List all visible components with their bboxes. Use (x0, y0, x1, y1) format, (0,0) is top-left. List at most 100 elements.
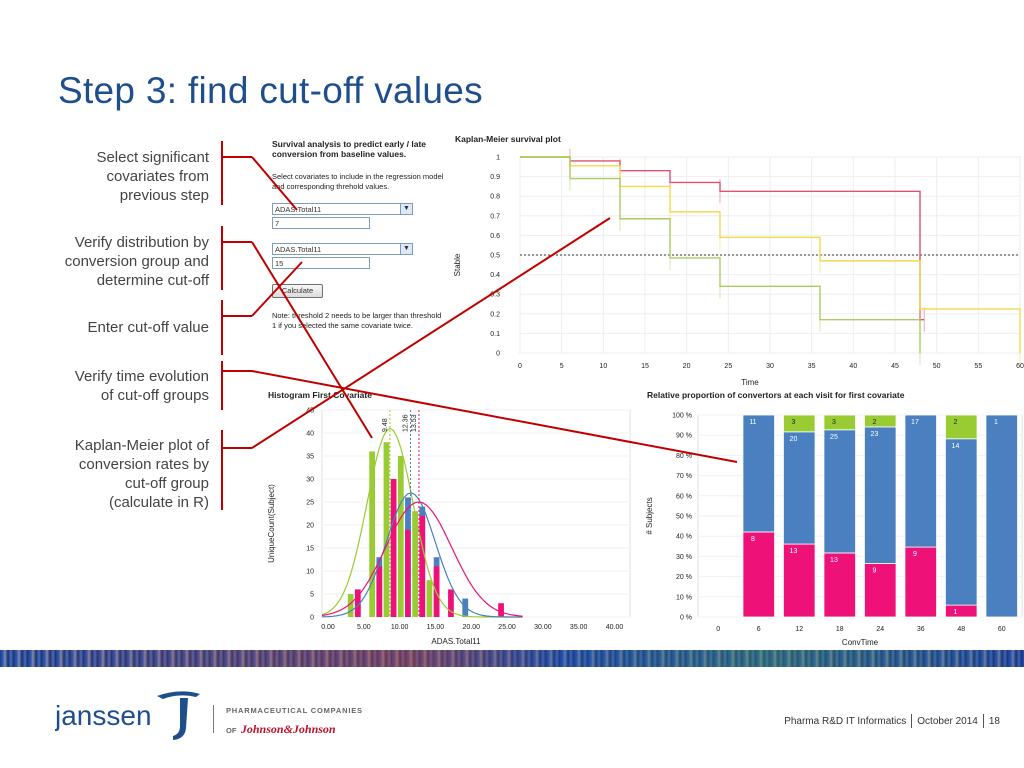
km-y-tick-label: 0.6 (490, 233, 500, 240)
covariate-1-select[interactable]: ADAS.Total11 ▼ (272, 203, 413, 215)
prop-x-axis-label: ConvTime (842, 638, 879, 647)
hist-bar (419, 515, 426, 617)
company-line-2: OF Johnson&Johnson (226, 720, 336, 738)
proportion-chart-title: Relative proportion of convertors at eac… (647, 390, 905, 400)
hist-x-tick-label: 30.00 (534, 624, 552, 631)
covariate-1-value: ADAS.Total11 (275, 205, 322, 214)
chevron-down-icon[interactable]: ▼ (400, 244, 412, 254)
prop-bar-segment (742, 531, 775, 618)
km-y-tick-label: 0.8 (490, 194, 500, 201)
hist-bar (383, 442, 390, 617)
prop-bar-segment (985, 414, 1018, 618)
hist-bar (448, 589, 454, 617)
covariate-2-select[interactable]: ADAS.Total11 ▼ (272, 243, 413, 255)
km-series-0 (520, 156, 925, 321)
prop-bar-label: 13 (790, 548, 798, 555)
hist-y-tick-label: 10 (306, 569, 314, 576)
hist-bar (405, 529, 411, 617)
histogram-chart: 0 5 10 15 20 25 30 35 40 45 0.00 5.00 10.00 15.00 20.0… (267, 408, 631, 646)
km-x-tick-label: 50 (933, 363, 941, 370)
footer-date: October 2014 (917, 715, 978, 727)
prop-bar-segment (864, 563, 897, 618)
callout-enter-cutoff: Enter cut-off value (87, 319, 209, 336)
hist-x-tick-label: 0.00 (321, 624, 335, 631)
hist-x-tick-label: 35.00 (570, 624, 588, 631)
prop-bar-label: 9 (873, 568, 877, 575)
hist-x-tick-label: 10.00 (391, 624, 409, 631)
hist-y-tick-label: 20 (306, 523, 314, 530)
prop-bar-segment (823, 429, 856, 554)
km-y-tick-label: 1 (496, 155, 500, 162)
prop-bar-segment (783, 414, 816, 433)
company-line-1: PHARMACEUTICAL COMPANIES (226, 706, 363, 715)
prop-bar-label: 3 (792, 419, 796, 426)
hist-bar (369, 451, 376, 617)
prop-bar-segment (783, 431, 816, 545)
prop-bar-segment (945, 438, 978, 606)
hist-y-tick-label: 15 (306, 546, 314, 553)
km-y-tick-label: 0 (496, 351, 500, 358)
threshold-1-input[interactable]: 7 (272, 217, 370, 229)
hist-x-tick-label: 15.00 (427, 624, 445, 631)
hist-x-tick-label: 40.00 (606, 624, 624, 631)
form-instructions: Select covariates to include in the regr… (272, 172, 444, 191)
hist-x-axis-label: ADAS.Total11 (431, 637, 481, 646)
prop-bar-segment (742, 414, 775, 533)
kaplan-meier-chart: 0 5 10 15 20 25 30 35 40 45 50 55 60 0 0.1 0.2 0.3 0.4 0.5… (453, 148, 1024, 387)
callout-verify-time-evolution: Verify time evolution of cut-off groups (74, 368, 209, 404)
prop-y-tick-label: 50 % (676, 514, 692, 521)
jnj-logo: Johnson&Johnson (240, 722, 336, 736)
histogram-title: Histogram First Covariate (268, 390, 372, 400)
prop-bar-label: 11 (749, 419, 756, 426)
prop-bar-label: 1 (994, 419, 998, 426)
km-x-tick-label: 45 (891, 363, 899, 370)
km-x-tick-label: 0 (518, 363, 522, 370)
threshold-2-input[interactable]: 15 (272, 257, 370, 269)
hist-x-tick-label: 25.00 (498, 624, 516, 631)
prop-bar-label: 2 (954, 419, 958, 426)
janssen-wordmark: janssen (55, 700, 152, 731)
prop-bar-label: 14 (952, 443, 960, 450)
prop-x-tick-label: 60 (998, 626, 1006, 633)
prop-bar-segment (864, 414, 897, 428)
prop-bar-label: 13 (830, 557, 838, 564)
km-x-tick-label: 40 (849, 363, 857, 370)
prop-y-axis-label: # Subjects (645, 497, 654, 534)
hist-plot-frame (321, 409, 631, 618)
callout-verify-distribution: Verify distribution by conversion group … (64, 234, 209, 289)
prop-x-tick-label: 24 (876, 626, 884, 633)
hist-y-tick-label: 5 (310, 592, 314, 599)
prop-y-tick-label: 10 % (676, 594, 692, 601)
hist-y-tick-label: 35 (306, 454, 314, 461)
km-chart-title: Kaplan-Meier survival plot (455, 134, 561, 144)
prop-bar-segment (823, 552, 856, 618)
km-x-tick-label: 25 (724, 363, 732, 370)
km-y-axis-label: Stable (453, 253, 462, 276)
hist-reference-label: 9.48 (382, 418, 389, 432)
hist-bar (390, 479, 397, 617)
prop-y-tick-label: 20 % (676, 574, 692, 581)
callout-select-covariates: Select significant covariates from previ… (96, 149, 209, 204)
calculate-button[interactable]: Calculate (272, 284, 323, 298)
km-x-tick-label: 5 (560, 363, 564, 370)
km-y-tick-label: 0.9 (490, 174, 500, 181)
prop-bar-label: 23 (871, 431, 879, 438)
km-y-tick-label: 0.4 (490, 272, 500, 279)
prop-x-tick-label: 36 (917, 626, 925, 633)
prop-bar-label: 8 (751, 536, 755, 543)
prop-x-tick-label: 12 (795, 626, 803, 633)
km-x-axis-label: Time (741, 378, 759, 387)
prop-bar-segment (783, 543, 816, 618)
prop-y-tick-label: 90 % (676, 433, 692, 440)
hist-reference-label: 13.53 (411, 414, 418, 432)
hist-bar (397, 456, 404, 617)
prop-y-tick-label: 60 % (676, 493, 692, 500)
prop-bar-label: 9 (913, 551, 917, 558)
chevron-down-icon[interactable]: ▼ (400, 204, 412, 214)
prop-bar-label: 25 (830, 434, 838, 441)
hist-bar (376, 566, 383, 617)
hist-bar (354, 589, 361, 617)
hist-y-axis-label: UniqueCount(Subject) (267, 484, 276, 563)
prop-bar-label: 3 (832, 419, 836, 426)
slide-title: Step 3: find cut-off values (58, 70, 483, 111)
